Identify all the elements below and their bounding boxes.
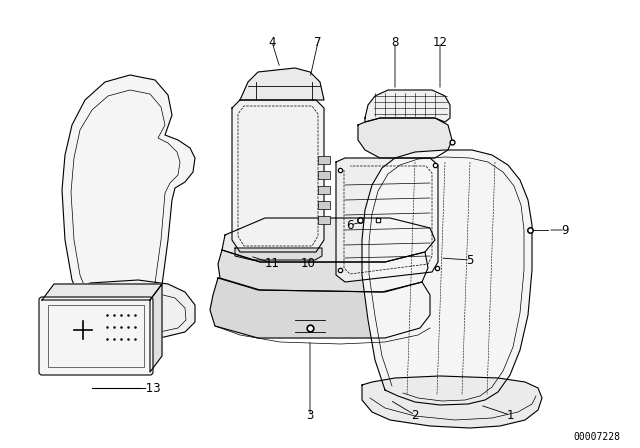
Text: 00007228: 00007228 <box>573 432 620 442</box>
Text: 12: 12 <box>433 35 447 48</box>
Polygon shape <box>362 376 542 428</box>
Polygon shape <box>42 284 162 300</box>
Bar <box>48 305 144 367</box>
Polygon shape <box>358 118 452 158</box>
Polygon shape <box>222 218 435 262</box>
Polygon shape <box>62 75 195 318</box>
Polygon shape <box>362 150 532 405</box>
Bar <box>318 156 330 164</box>
Polygon shape <box>218 250 428 292</box>
Text: 4: 4 <box>268 35 276 48</box>
Polygon shape <box>210 278 430 338</box>
Bar <box>318 171 330 179</box>
Text: 5: 5 <box>467 254 474 267</box>
Polygon shape <box>150 284 162 372</box>
Bar <box>318 216 330 224</box>
Text: 3: 3 <box>307 409 314 422</box>
Text: 8: 8 <box>391 35 399 48</box>
Text: 2: 2 <box>412 409 419 422</box>
Bar <box>318 201 330 209</box>
Text: 10: 10 <box>301 257 316 270</box>
Text: —13: —13 <box>134 382 161 395</box>
Polygon shape <box>336 158 438 282</box>
Text: 11: 11 <box>264 257 280 270</box>
Text: 7: 7 <box>314 35 322 48</box>
Bar <box>318 186 330 194</box>
Polygon shape <box>240 68 324 100</box>
FancyBboxPatch shape <box>39 297 153 375</box>
Text: 6: 6 <box>346 219 354 232</box>
Polygon shape <box>232 100 324 252</box>
Text: 9: 9 <box>561 224 569 237</box>
Text: 1: 1 <box>506 409 514 422</box>
Polygon shape <box>365 90 450 122</box>
Polygon shape <box>235 248 322 260</box>
Polygon shape <box>62 280 195 338</box>
